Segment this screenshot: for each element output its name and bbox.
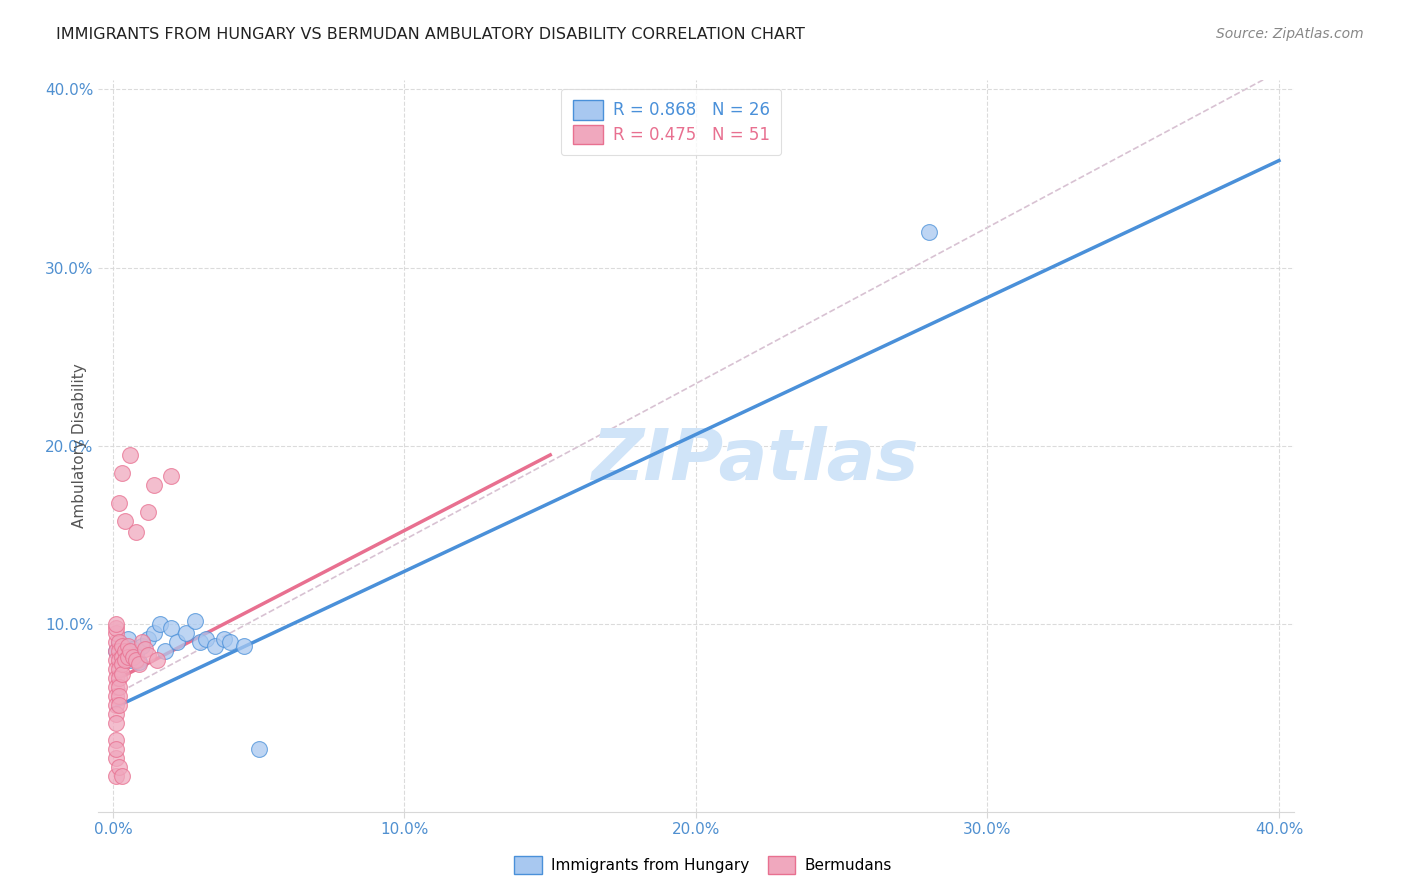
Point xyxy=(114,514,136,528)
Point xyxy=(131,635,153,649)
Point xyxy=(108,662,131,676)
Text: Source: ZipAtlas.com: Source: ZipAtlas.com xyxy=(1216,27,1364,41)
Point xyxy=(160,621,183,635)
Point xyxy=(108,653,131,667)
Point xyxy=(149,617,172,632)
Point xyxy=(111,667,134,681)
Point xyxy=(918,225,941,239)
Point xyxy=(142,626,165,640)
Point xyxy=(117,649,139,664)
Point xyxy=(120,644,142,658)
Point xyxy=(104,644,127,658)
Point xyxy=(174,626,197,640)
Point xyxy=(125,648,148,662)
Point xyxy=(128,655,150,669)
Point xyxy=(104,635,127,649)
Point xyxy=(104,698,127,712)
Point xyxy=(104,733,127,747)
Point xyxy=(111,639,134,653)
Legend: R = 0.868   N = 26, R = 0.475   N = 51: R = 0.868 N = 26, R = 0.475 N = 51 xyxy=(561,88,782,155)
Point xyxy=(104,689,127,703)
Point xyxy=(104,662,127,676)
Text: ZIPatlas: ZIPatlas xyxy=(592,426,920,495)
Point xyxy=(104,706,127,721)
Point xyxy=(111,657,134,671)
Point xyxy=(104,715,127,730)
Point xyxy=(104,644,127,658)
Point xyxy=(131,639,153,653)
Point xyxy=(114,653,136,667)
Point xyxy=(155,644,177,658)
Point xyxy=(212,632,235,646)
Point xyxy=(104,653,127,667)
Point xyxy=(108,496,131,510)
Point xyxy=(108,698,131,712)
Y-axis label: Ambulatory Disability: Ambulatory Disability xyxy=(72,364,87,528)
Point xyxy=(183,614,205,628)
Point xyxy=(104,617,127,632)
Point xyxy=(233,639,256,653)
Point xyxy=(108,644,131,658)
Legend: Immigrants from Hungary, Bermudans: Immigrants from Hungary, Bermudans xyxy=(508,850,898,880)
Point xyxy=(120,653,142,667)
Point xyxy=(117,632,139,646)
Point xyxy=(218,635,240,649)
Point xyxy=(114,639,136,653)
Point xyxy=(117,639,139,653)
Point xyxy=(104,671,127,685)
Point xyxy=(104,742,127,756)
Point xyxy=(114,644,136,658)
Point xyxy=(111,466,134,480)
Point xyxy=(145,653,167,667)
Point xyxy=(104,769,127,783)
Point xyxy=(108,689,131,703)
Point xyxy=(108,760,131,774)
Point xyxy=(160,469,183,483)
Point xyxy=(122,649,145,664)
Point xyxy=(166,635,188,649)
Point xyxy=(111,649,134,664)
Point xyxy=(136,632,159,646)
Point xyxy=(111,769,134,783)
Point xyxy=(108,680,131,694)
Point xyxy=(128,657,150,671)
Point xyxy=(195,632,218,646)
Text: IMMIGRANTS FROM HUNGARY VS BERMUDAN AMBULATORY DISABILITY CORRELATION CHART: IMMIGRANTS FROM HUNGARY VS BERMUDAN AMBU… xyxy=(56,27,806,42)
Point xyxy=(122,642,145,657)
Point xyxy=(125,653,148,667)
Point xyxy=(104,626,127,640)
Point xyxy=(142,478,165,492)
Point xyxy=(108,671,131,685)
Point xyxy=(136,505,159,519)
Point xyxy=(247,742,270,756)
Point xyxy=(108,635,131,649)
Point xyxy=(104,680,127,694)
Point xyxy=(104,751,127,765)
Point xyxy=(136,648,159,662)
Point xyxy=(204,639,226,653)
Point xyxy=(108,635,131,649)
Point xyxy=(111,649,134,664)
Point xyxy=(120,448,142,462)
Point xyxy=(125,524,148,539)
Point xyxy=(134,642,156,657)
Point xyxy=(190,635,212,649)
Point xyxy=(104,621,127,635)
